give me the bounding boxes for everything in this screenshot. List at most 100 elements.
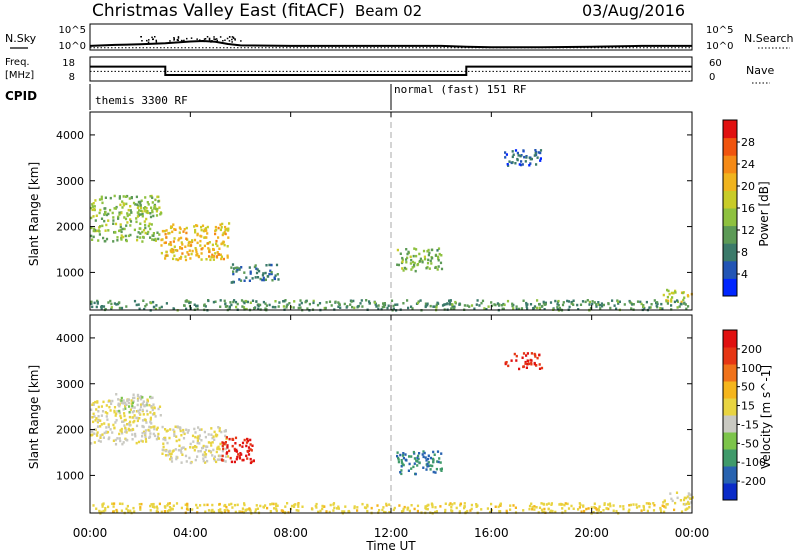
- colorbar-step: [723, 432, 737, 450]
- echo-cell: [235, 305, 238, 309]
- echo-cell: [199, 244, 202, 247]
- echo-cell: [437, 255, 440, 259]
- echo-cell: [275, 508, 278, 511]
- echo-cell: [174, 448, 177, 451]
- echo-cell: [165, 250, 168, 254]
- echo-cell: [593, 301, 596, 304]
- echo-cell: [437, 257, 440, 260]
- echo-cell: [107, 301, 110, 304]
- echo-cell: [104, 411, 107, 414]
- echo-cell: [470, 503, 473, 507]
- echo-cell: [226, 446, 229, 449]
- echo-cell: [90, 206, 93, 210]
- echo-cell: [676, 496, 679, 500]
- echo-cell: [96, 229, 99, 233]
- echo-cell: [274, 300, 277, 303]
- echo-cell: [175, 455, 178, 459]
- echo-cell: [568, 305, 571, 309]
- echo-cell: [120, 430, 123, 433]
- echo-cell: [383, 510, 386, 514]
- noise-spike: [216, 39, 218, 42]
- echo-cell: [136, 206, 139, 210]
- echo-cell: [201, 453, 205, 456]
- echo-cell: [561, 507, 564, 510]
- echo-cell: [184, 503, 187, 506]
- echo-cell: [205, 236, 208, 239]
- echo-cell: [169, 243, 173, 247]
- echo-cell: [108, 436, 111, 439]
- echo-cell: [130, 211, 133, 214]
- echo-cell: [241, 507, 244, 510]
- echo-cell: [249, 301, 252, 304]
- echo-cell: [439, 261, 443, 265]
- echo-cell: [207, 242, 210, 245]
- echo-cell: [175, 435, 178, 438]
- echo-cell: [324, 306, 327, 310]
- echo-cell: [90, 234, 93, 238]
- echo-cell: [321, 504, 324, 508]
- echo-cell: [511, 302, 514, 306]
- echo-cell: [120, 230, 123, 234]
- x-tick-label: 20:00: [574, 526, 609, 540]
- echo-cell: [672, 292, 675, 295]
- echo-cell: [252, 459, 255, 462]
- echo-cell: [212, 247, 215, 251]
- echo-cell: [531, 505, 534, 509]
- echo-cell: [125, 403, 128, 406]
- colorbar-step: [723, 172, 737, 191]
- echo-cell: [132, 400, 135, 403]
- colorbar-step: [723, 260, 737, 279]
- echo-cell: [403, 505, 406, 509]
- echo-cell: [127, 208, 130, 212]
- echo-cell: [440, 452, 443, 455]
- echo-cell: [415, 254, 418, 258]
- echo-cell: [125, 507, 128, 511]
- echo-cell: [166, 254, 169, 257]
- echo-cell: [199, 449, 202, 453]
- echo-cell: [131, 401, 134, 405]
- echo-cell: [449, 502, 452, 505]
- echo-cell: [534, 355, 537, 358]
- echo-cell: [410, 455, 413, 458]
- echo-cell: [230, 460, 233, 464]
- echo-cell: [161, 452, 164, 455]
- echo-cell: [200, 439, 203, 442]
- echo-cell: [219, 305, 222, 308]
- echo-cell: [535, 364, 538, 367]
- y-tick-label: 3000: [56, 378, 84, 391]
- echo-cell: [631, 303, 634, 306]
- echo-cell: [138, 396, 141, 399]
- echo-cell: [315, 502, 318, 506]
- echo-cell: [286, 502, 289, 505]
- colorbar-tick-label: 100: [741, 362, 762, 375]
- echo-cell: [640, 302, 643, 306]
- echo-cell: [284, 505, 287, 508]
- echo-cell: [173, 245, 176, 248]
- echo-cell: [196, 455, 199, 458]
- echo-cell: [271, 305, 274, 309]
- echo-cell: [691, 496, 694, 499]
- echo-cell: [436, 268, 439, 271]
- echo-cell: [153, 207, 156, 210]
- echo-cell: [670, 497, 673, 501]
- noise-spike: [228, 40, 231, 42]
- noise-spike: [209, 40, 211, 42]
- echo-cell: [428, 267, 431, 270]
- echo-cell: [343, 510, 346, 513]
- echo-cell: [670, 298, 673, 301]
- echo-cell: [470, 507, 473, 511]
- echo-cell: [137, 212, 140, 215]
- echo-cell: [337, 305, 340, 308]
- echo-cell: [191, 239, 194, 242]
- echo-cell: [285, 306, 288, 309]
- echo-cell: [131, 416, 134, 419]
- noise-series-0: [89, 39, 692, 49]
- echo-cell: [204, 305, 207, 308]
- echo-cell: [150, 206, 153, 209]
- echo-cell: [416, 460, 419, 463]
- echo-cell: [685, 307, 688, 311]
- echo-cell: [682, 298, 685, 302]
- noise-spike: [206, 36, 209, 38]
- echo-cell: [123, 227, 126, 231]
- echo-cell: [675, 491, 679, 494]
